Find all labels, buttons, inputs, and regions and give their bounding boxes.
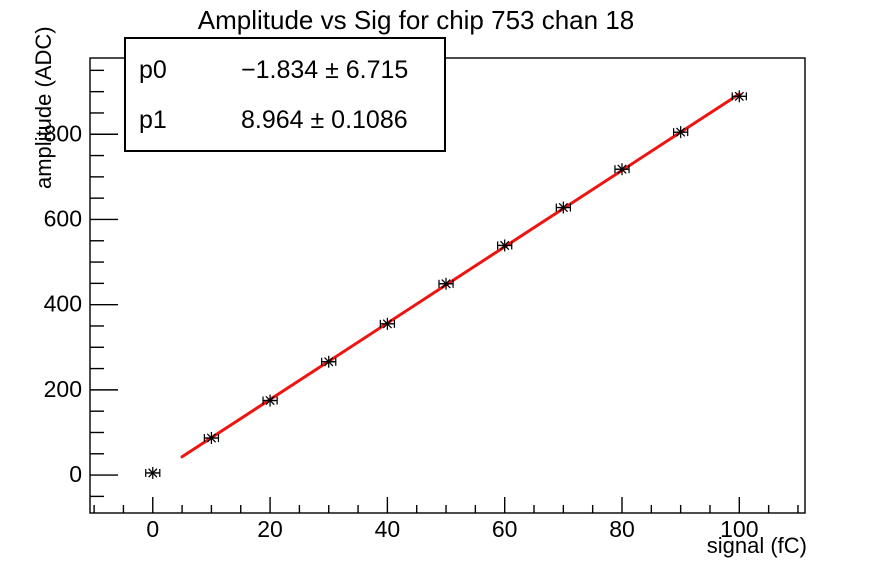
data-point bbox=[555, 201, 572, 214]
data-point bbox=[672, 126, 689, 139]
data-point bbox=[497, 239, 513, 252]
stats-row-p0: p0 −1.834 ± 6.715 bbox=[139, 56, 444, 85]
x-tick-label: 0 bbox=[146, 516, 159, 542]
stats-param-value-p1: 8.964 ± 0.1086 bbox=[241, 106, 408, 135]
y-tick-label: 800 bbox=[44, 120, 82, 146]
x-tick-label: 60 bbox=[492, 516, 518, 542]
data-point bbox=[438, 277, 454, 290]
data-point bbox=[731, 90, 747, 103]
x-tick-label: 100 bbox=[720, 516, 758, 542]
plot-frame bbox=[89, 57, 806, 514]
y-tick-label: 400 bbox=[44, 291, 82, 317]
y-tick-label: 0 bbox=[69, 461, 82, 487]
y-axis-title: amplitude (ADC) bbox=[31, 26, 56, 189]
stats-param-label-p1: p1 bbox=[139, 106, 167, 135]
stats-row-p1: p1 8.964 ± 0.1086 bbox=[139, 106, 444, 135]
data-point bbox=[145, 466, 161, 479]
stats-param-value-p0: −1.834 ± 6.715 bbox=[241, 55, 409, 84]
axis-ticks bbox=[90, 69, 799, 513]
chart-title: Amplitude vs Sig for chip 753 chan 18 bbox=[197, 5, 635, 35]
axis-tick-labels: 0 20 40 60 80 100 0 200 400 600 800 bbox=[44, 120, 759, 541]
fit-stats-box: p0 −1.834 ± 6.715 p1 8.964 ± 0.1086 bbox=[124, 37, 446, 152]
data-point bbox=[203, 432, 220, 445]
x-tick-label: 80 bbox=[609, 516, 635, 542]
x-axis-title: signal (fC) bbox=[706, 533, 807, 558]
data-points bbox=[145, 90, 747, 479]
fit-line bbox=[180, 92, 741, 459]
data-point bbox=[614, 163, 630, 176]
data-point bbox=[262, 394, 278, 407]
x-tick-label: 20 bbox=[257, 516, 283, 542]
x-tick-label: 40 bbox=[375, 516, 401, 542]
stats-param-label-p0: p0 bbox=[139, 55, 167, 84]
y-tick-label: 200 bbox=[44, 376, 82, 402]
y-tick-label: 600 bbox=[44, 206, 82, 232]
data-point bbox=[379, 317, 396, 330]
data-point bbox=[321, 355, 337, 368]
